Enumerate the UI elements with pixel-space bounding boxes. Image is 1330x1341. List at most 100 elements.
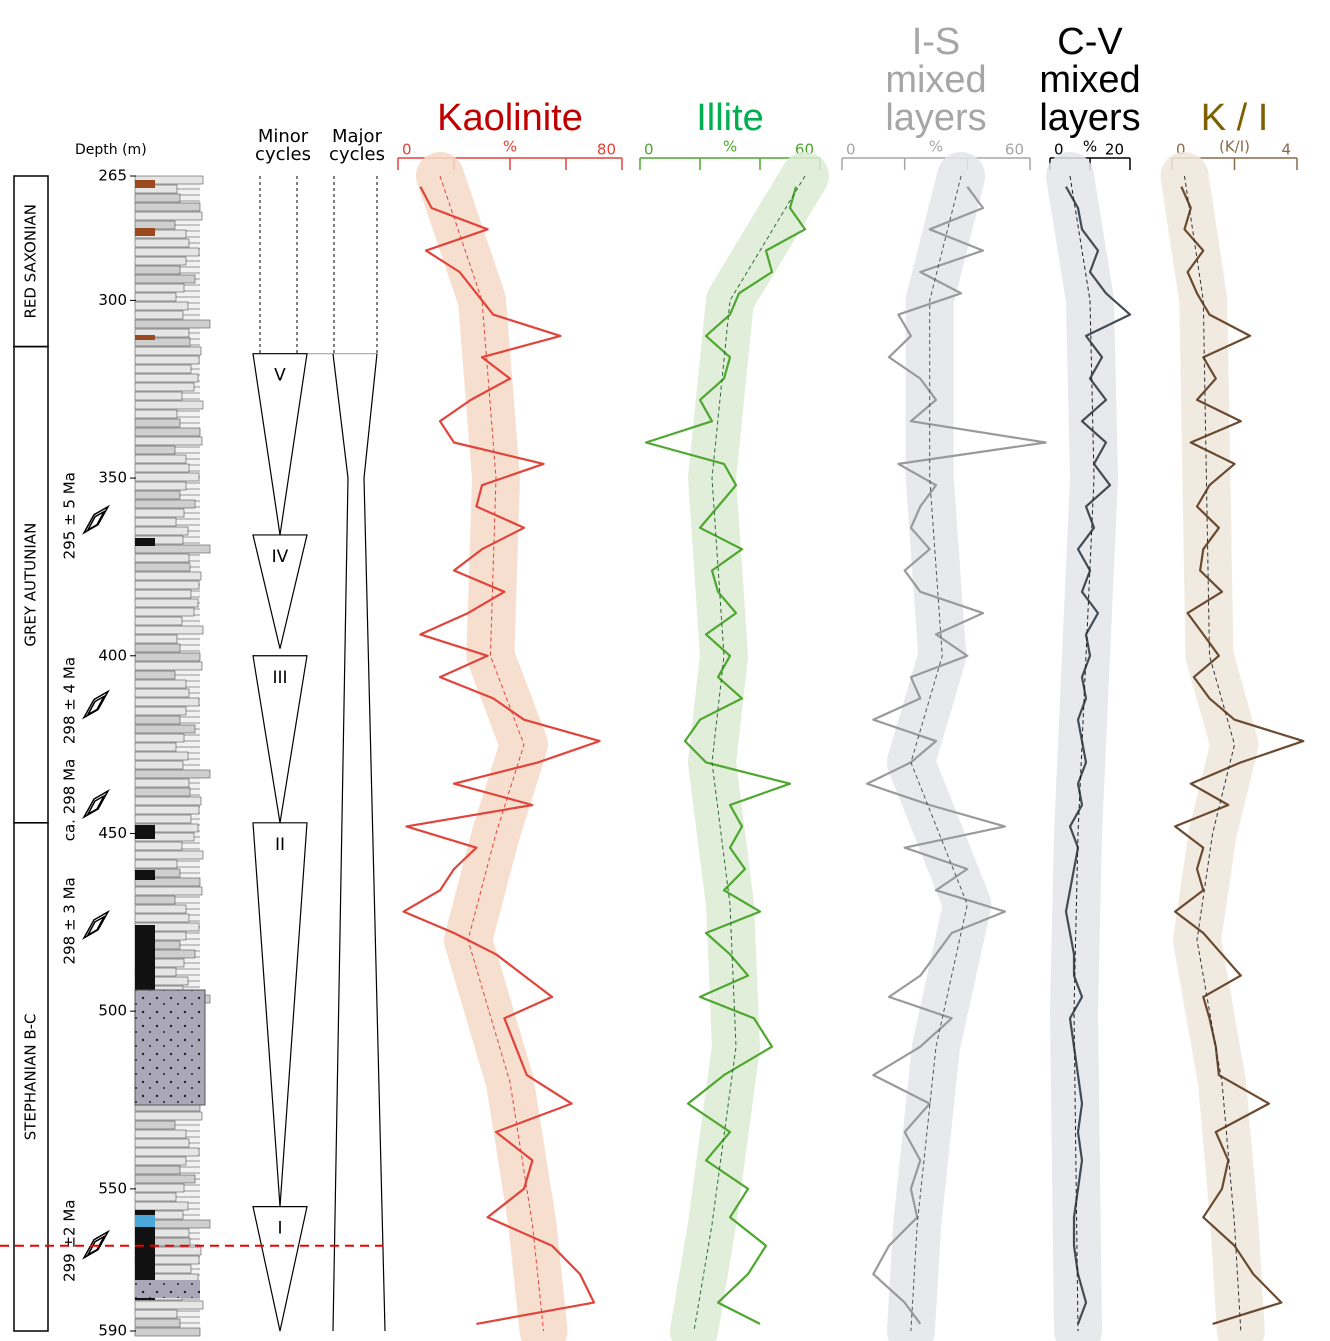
litho-bed: [134, 1147, 200, 1157]
litho-bed: [134, 841, 183, 851]
age-label: 299 ±2 Ma: [61, 1199, 79, 1281]
panel-title: C-V: [1057, 21, 1123, 63]
litho-bed: [134, 652, 201, 662]
zircon-icon: [82, 789, 110, 820]
zircon-icon: [82, 504, 110, 535]
litho-bed: [134, 184, 178, 194]
litho-bed: [134, 292, 177, 302]
litho-bed: [134, 850, 204, 860]
y-tick-label: 300: [98, 291, 127, 309]
litho-bed: [134, 679, 187, 689]
litho-bed: [134, 526, 189, 536]
litho-bed: [134, 193, 181, 203]
litho-bed: [134, 427, 201, 437]
litho-bed: [134, 634, 178, 644]
strat-log: Depth (m) 265 300 350 400 450 500 550 590 RED SAX…: [0, 126, 386, 1340]
major-cycle: [332, 353, 386, 1332]
litho-bed: [134, 373, 199, 383]
litho-bed: [134, 400, 204, 410]
litho-bed: [134, 616, 183, 626]
litho-bed: [134, 895, 176, 905]
litho-bed: [134, 211, 203, 221]
x-axis-label: %: [1083, 138, 1097, 156]
litho-bed: [134, 787, 191, 797]
litho-bed: [134, 454, 187, 464]
litho-bed: [134, 337, 191, 347]
litho-bed: [134, 589, 192, 599]
litho-bed: [134, 598, 199, 608]
trend-line: [439, 175, 545, 1332]
minor-title: Minor: [258, 126, 309, 147]
cycle-label: V: [274, 366, 286, 386]
litho-bed: [134, 1309, 178, 1319]
litho-bed: [134, 859, 178, 869]
y-tick-label: 350: [98, 469, 127, 487]
litho-bed: [134, 904, 187, 914]
litho-bed: [134, 355, 200, 365]
envelope: [670, 152, 829, 1341]
litho-bed: [134, 1138, 190, 1148]
y-tick-label: 400: [98, 646, 127, 664]
age-label: 298 ± 3 Ma: [61, 877, 79, 964]
litho-bed: [134, 436, 203, 446]
litho-bed: [134, 778, 190, 788]
litho-bed: [134, 1111, 203, 1121]
data-line: [644, 186, 807, 1325]
litho-bed: [134, 391, 183, 401]
litho-bed: [134, 625, 204, 635]
litho-bed: [134, 706, 187, 716]
litho-bed: [134, 310, 184, 320]
litho-bed: [134, 472, 200, 482]
litho-bed: [134, 1165, 181, 1175]
litho-bed: [134, 1120, 176, 1130]
x-tick-label: 80: [597, 141, 616, 159]
litho-bed: [135, 825, 155, 839]
litho-bed: [134, 1318, 181, 1328]
y-tick-label: 590: [98, 1322, 127, 1340]
litho-bed: [134, 409, 178, 419]
y-tick-label: 265: [98, 167, 127, 185]
litho-bed: [134, 724, 196, 734]
litho-bed: [134, 670, 176, 680]
cycle-label: I: [277, 1219, 282, 1239]
zircon-icon: [82, 909, 110, 940]
lithology-column: [134, 175, 211, 1337]
litho-bed: [134, 328, 190, 338]
litho-bed: [134, 742, 177, 752]
x-axis-label: %: [723, 138, 737, 156]
litho-bed: [134, 580, 200, 590]
x-tick-label: 0: [846, 141, 856, 159]
panel-title: I-S: [912, 21, 961, 63]
litho-bed: [134, 517, 177, 527]
litho-bed: [135, 1280, 200, 1298]
litho-bed: [134, 445, 176, 455]
cycle-label: II: [275, 835, 285, 855]
litho-bed: [135, 870, 155, 880]
unit-box: [13, 822, 49, 1332]
trend-line: [910, 175, 968, 1332]
litho-bed: [134, 202, 201, 212]
litho-bed: [134, 481, 187, 491]
litho-bed: [134, 688, 190, 698]
age-label: 295 ± 5 Ma: [61, 472, 79, 559]
litho-bed: [134, 607, 195, 617]
litho-bed: [134, 508, 185, 518]
minor-cycle: [252, 655, 308, 823]
unit-label: GREY AUTUNIAN: [22, 523, 40, 647]
litho-bed: [134, 805, 200, 815]
litho-bed: [134, 661, 203, 671]
litho-bed: [134, 697, 200, 707]
trend-line: [693, 175, 806, 1332]
cycle-label: IV: [272, 547, 289, 567]
litho-bed: [134, 553, 190, 563]
x-axis-label: %: [929, 138, 943, 156]
litho-bed: [134, 256, 187, 266]
x-tick-label: 0: [644, 141, 654, 159]
minor-cycle: [252, 534, 308, 649]
panel-title: layers: [1039, 97, 1140, 139]
litho-bed: [134, 913, 190, 923]
litho-bed: [134, 989, 206, 1106]
litho-bed: [134, 814, 192, 824]
